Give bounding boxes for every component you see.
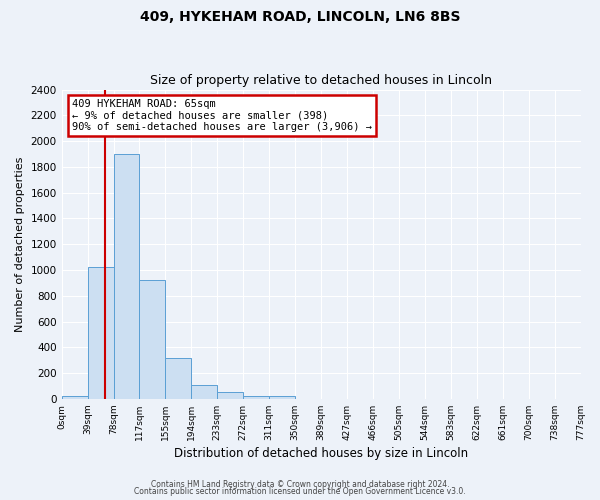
Bar [166, 358, 191, 399]
X-axis label: Distribution of detached houses by size in Lincoln: Distribution of detached houses by size … [174, 447, 468, 460]
Bar [88, 268, 113, 399]
Text: Contains public sector information licensed under the Open Government Licence v3: Contains public sector information licen… [134, 488, 466, 496]
Bar [113, 154, 139, 399]
Bar [217, 392, 243, 399]
Y-axis label: Number of detached properties: Number of detached properties [15, 156, 25, 332]
Bar [191, 386, 217, 399]
Title: Size of property relative to detached houses in Lincoln: Size of property relative to detached ho… [150, 74, 492, 87]
Bar [269, 396, 295, 399]
Bar [62, 396, 88, 399]
Bar [139, 280, 166, 399]
Bar [243, 396, 269, 399]
Text: 409, HYKEHAM ROAD, LINCOLN, LN6 8BS: 409, HYKEHAM ROAD, LINCOLN, LN6 8BS [140, 10, 460, 24]
Text: 409 HYKEHAM ROAD: 65sqm
← 9% of detached houses are smaller (398)
90% of semi-de: 409 HYKEHAM ROAD: 65sqm ← 9% of detached… [72, 99, 372, 132]
Text: Contains HM Land Registry data © Crown copyright and database right 2024.: Contains HM Land Registry data © Crown c… [151, 480, 449, 489]
